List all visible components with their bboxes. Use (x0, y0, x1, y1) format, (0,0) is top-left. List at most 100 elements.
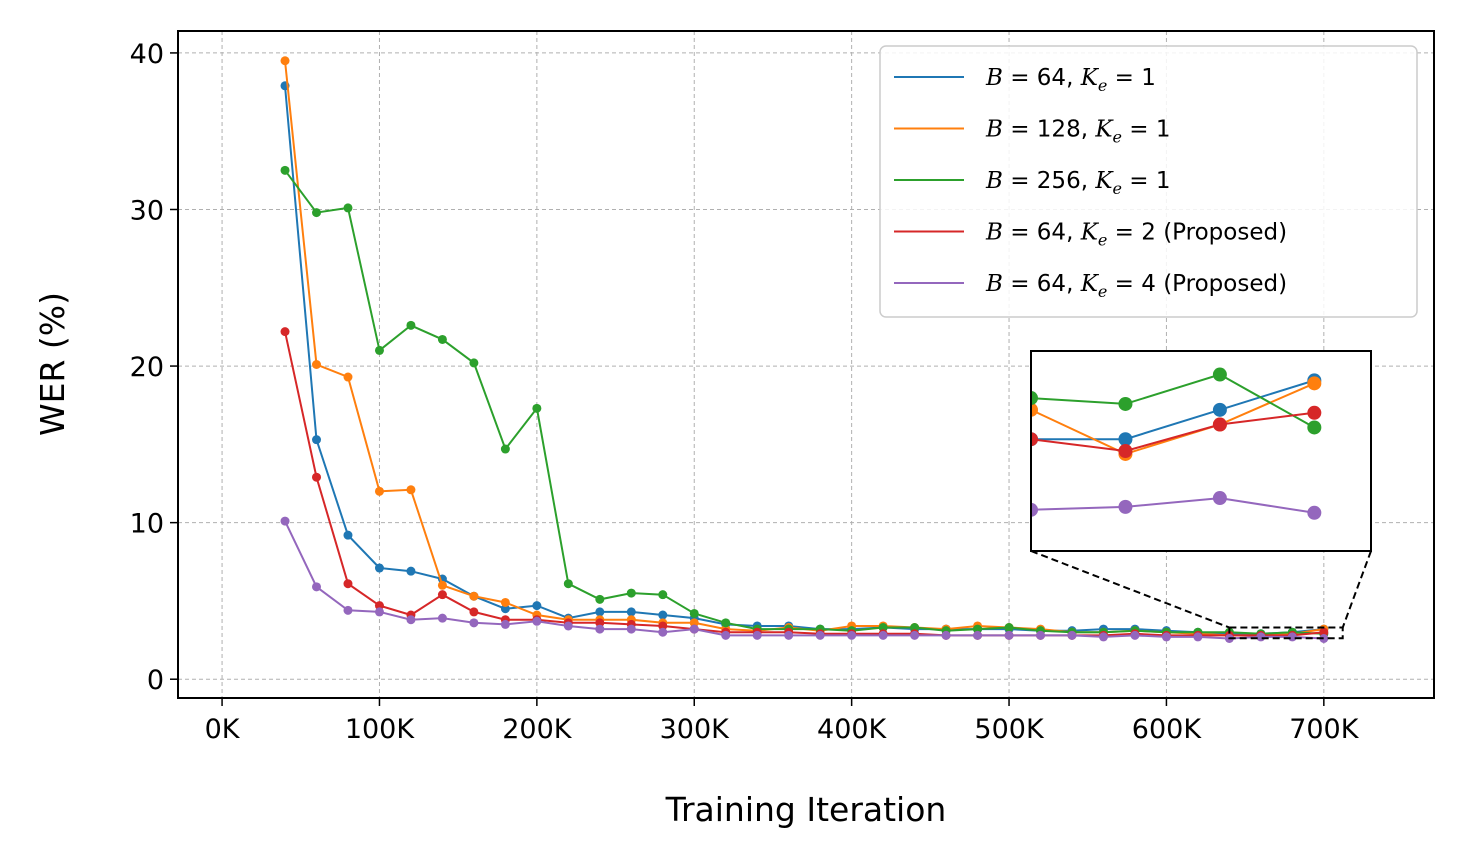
legend-item: B = 128, Ke = 1 (894, 117, 1171, 147)
data-point (343, 605, 353, 615)
axis-ticks: 0K 100K 200K 300K 400K 500K 600K 700K 0 10 20 30 40 (130, 39, 1360, 745)
series-b-256-k-e-1 (280, 165, 1329, 639)
inset-data-point (1212, 402, 1227, 417)
x-tick-label: 300K (660, 714, 731, 745)
legend-label: B = 64, Ke = 1 (985, 65, 1156, 95)
zoom-connector-line (1030, 550, 1230, 629)
inset-data-point (1118, 432, 1133, 447)
data-point (1319, 627, 1329, 637)
legend-box (879, 45, 1418, 318)
data-point (1067, 630, 1077, 640)
data-point (658, 621, 668, 631)
data-point (500, 619, 510, 629)
data-point (437, 590, 447, 600)
data-point (941, 630, 951, 640)
zoom-indicator (1030, 550, 1372, 640)
inset-data-point (1307, 420, 1322, 435)
data-point (437, 580, 447, 590)
data-point (374, 607, 384, 617)
data-point (658, 627, 668, 637)
data-point (374, 486, 384, 496)
series-line (284, 331, 1324, 637)
legend-label: B = 64, Ke = 4 (Proposed) (985, 271, 1287, 301)
data-point (973, 624, 983, 634)
data-point (343, 372, 353, 382)
data-point (1036, 630, 1046, 640)
data-point (689, 608, 699, 618)
data-point (500, 597, 510, 607)
data-point (1098, 632, 1108, 642)
data-point (1004, 630, 1014, 640)
data-point (563, 579, 573, 589)
inset-data-point (1031, 432, 1038, 447)
x-tick-label: 600K (1132, 714, 1203, 745)
data-point (595, 624, 605, 634)
data-point (406, 485, 416, 495)
zoom-region-box (1228, 626, 1344, 640)
series-b-64-k-e-4-proposed- (280, 516, 1329, 644)
series-line (284, 169, 1324, 635)
inset-data-point (1307, 405, 1322, 420)
data-point (910, 630, 920, 640)
data-point (878, 630, 888, 640)
data-point (626, 607, 636, 617)
data-point (312, 360, 322, 369)
data-point (532, 601, 542, 611)
data-point (343, 530, 353, 540)
data-point (784, 630, 794, 640)
data-point (532, 403, 542, 413)
data-point (878, 623, 888, 633)
data-point (973, 630, 983, 640)
data-point (595, 594, 605, 604)
legend-label: B = 256, Ke = 1 (985, 168, 1171, 198)
data-point (469, 591, 479, 601)
x-tick-label: 500K (974, 714, 1045, 745)
legend-item: B = 64, Ke = 1 (894, 65, 1156, 95)
data-point (815, 630, 825, 640)
x-tick-label: 200K (502, 714, 573, 745)
data-point (312, 472, 322, 482)
y-tick-label: 40 (130, 39, 164, 70)
data-point (406, 615, 416, 625)
data-point (280, 56, 290, 66)
data-point (280, 165, 290, 175)
inset-series-group (1031, 367, 1322, 520)
data-point (374, 601, 384, 611)
data-point (910, 623, 920, 633)
data-point (312, 208, 322, 218)
data-point (469, 607, 479, 617)
data-point (721, 630, 731, 640)
data-point (626, 624, 636, 634)
zoom-connector-line (1341, 550, 1372, 628)
data-point (595, 618, 605, 628)
legend-label: B = 128, Ke = 1 (985, 117, 1171, 147)
y-tick-label: 0 (147, 665, 164, 696)
data-point (847, 630, 857, 640)
inset-data-point (1118, 444, 1133, 458)
inset-data-point (1031, 402, 1038, 417)
inset-data-point (1307, 376, 1322, 391)
data-point (406, 566, 416, 576)
inset-data-point (1031, 391, 1038, 406)
y-tick-label: 10 (130, 509, 164, 540)
data-point (312, 435, 322, 445)
legend-item: B = 256, Ke = 1 (894, 168, 1171, 198)
series-line (284, 85, 1324, 635)
data-point (312, 582, 322, 592)
data-point (752, 630, 762, 640)
data-point (532, 616, 542, 626)
inset-series (1031, 405, 1322, 458)
data-point (343, 203, 353, 213)
data-point (500, 444, 510, 454)
data-point (280, 516, 290, 526)
inset-data-point (1118, 396, 1133, 411)
plot-frame (177, 30, 1435, 699)
x-tick-label: 700K (1289, 714, 1360, 745)
x-tick-label: 0K (205, 714, 241, 745)
data-point (469, 618, 479, 628)
x-tick-label: 400K (817, 714, 888, 745)
inset-data-point (1212, 367, 1227, 382)
data-point (1193, 632, 1203, 642)
y-tick-label: 20 (130, 352, 164, 383)
data-point (437, 613, 447, 623)
